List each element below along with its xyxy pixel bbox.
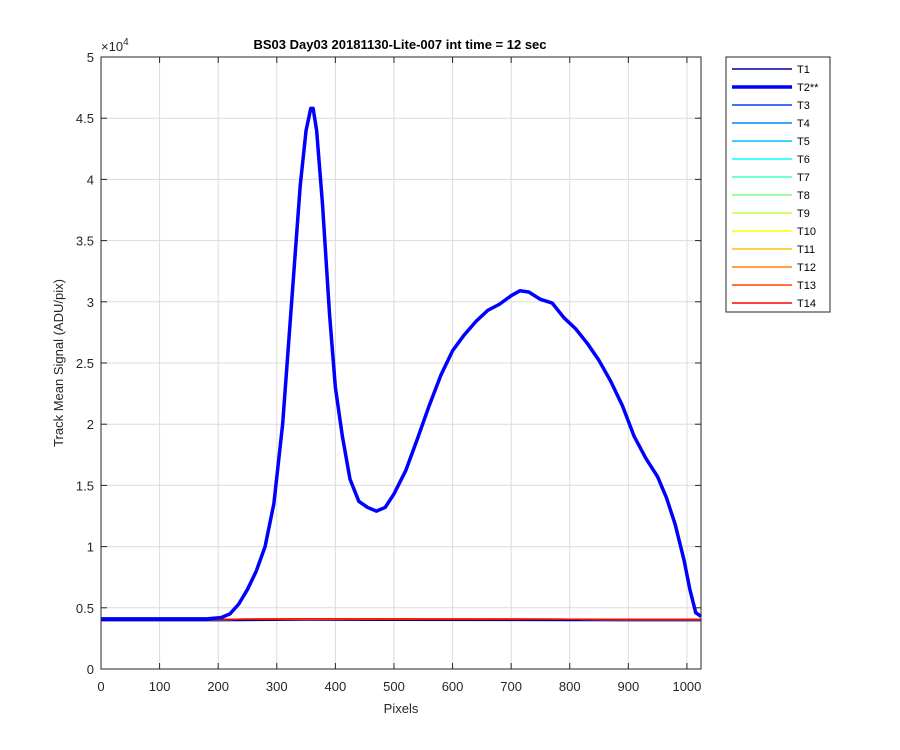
- y-axis-exponent: ×104: [101, 37, 129, 54]
- legend-label-t2: T2**: [797, 82, 819, 94]
- legend-label-t5: T5: [797, 136, 810, 148]
- legend-label-t14: T14: [797, 298, 816, 310]
- legend-label-t9: T9: [797, 208, 810, 220]
- legend-entries: T1 T2** T3 T4 T5 T6 T7 T8 T9 T10 T11 T12 T13 T14: [732, 64, 819, 310]
- grid-lines: [101, 57, 701, 669]
- x-tick-label: 700: [500, 679, 522, 694]
- x-tick-label: 0: [97, 679, 104, 694]
- y-tick-label: 1.5: [76, 478, 94, 493]
- legend-box: [725, 56, 831, 313]
- legend-label-t6: T6: [797, 154, 810, 166]
- x-tick-label: 1000: [672, 679, 701, 694]
- series-lines: [101, 106, 703, 622]
- x-tick-label: 100: [149, 679, 171, 694]
- y-tick-label: 2.5: [76, 356, 94, 371]
- y-tick-label: 3.5: [76, 234, 94, 249]
- y-exponent-base: ×10: [101, 39, 123, 54]
- legend-label-t4: T4: [797, 118, 810, 130]
- y-tick-label: 0.5: [76, 601, 94, 616]
- legend-label-t13: T13: [797, 280, 816, 292]
- legend-label-t10: T10: [797, 226, 816, 238]
- y-tick-label: 4.5: [76, 111, 94, 126]
- x-tick-label: 200: [207, 679, 229, 694]
- series-line-t1: [101, 619, 702, 622]
- y-tick-label: 3: [87, 295, 94, 310]
- y-exponent-power: 4: [123, 37, 129, 48]
- chart-title: BS03 Day03 20181130-Lite-007 int time = …: [253, 37, 546, 52]
- legend-label-t3: T3: [797, 100, 810, 112]
- series-line-t2: [101, 106, 703, 621]
- y-tick-label: 5: [87, 50, 94, 65]
- y-tick-label: 1: [87, 540, 94, 555]
- legend-label-t8: T8: [797, 190, 810, 202]
- x-tick-label: 500: [383, 679, 405, 694]
- y-tick-label: 0: [87, 662, 94, 677]
- legend-label-t1: T1: [797, 64, 810, 76]
- x-axis-label: Pixels: [384, 701, 419, 716]
- legend-label-t11: T11: [797, 244, 815, 256]
- y-axis-label: Track Mean Signal (ADU/pix): [51, 279, 66, 447]
- x-tick-label: 300: [266, 679, 288, 694]
- axis-ticks: 0 100 200 300 400 500 600 700 800 900 1000 0 0.5 1 1.5…: [76, 50, 701, 694]
- y-tick-label: 2: [87, 417, 94, 432]
- legend: T1 T2** T3 T4 T5 T6 T7 T8 T9 T10 T11 T12 T13 T14: [725, 56, 831, 313]
- legend-label-t12: T12: [797, 262, 816, 274]
- y-tick-label: 4: [87, 172, 94, 187]
- x-tick-label: 600: [442, 679, 464, 694]
- legend-label-t7: T7: [797, 172, 810, 184]
- x-tick-label: 400: [325, 679, 347, 694]
- x-tick-label: 800: [559, 679, 581, 694]
- x-tick-label: 900: [617, 679, 639, 694]
